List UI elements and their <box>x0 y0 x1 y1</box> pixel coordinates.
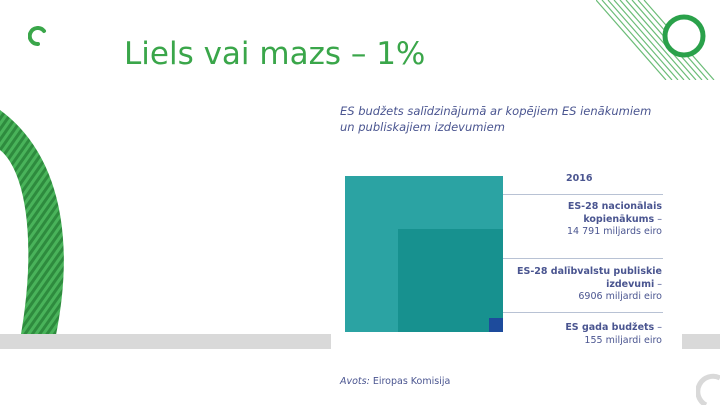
label-eu-budget-amount: 155 miljardi eiro <box>584 334 662 346</box>
slide-title: Liels vai mazs – 1% <box>124 36 426 72</box>
label-eu-budget-name-1: ES gada budžets <box>565 322 655 333</box>
bottom-right-arc-icon <box>696 373 720 405</box>
left-green-ring-decoration <box>0 110 64 340</box>
leader-line-national-income <box>503 258 663 259</box>
label-public-expenditure-dash: – <box>654 278 662 290</box>
label-national-income: ES-28 nacionālais kopienākums – 14 791 m… <box>567 201 662 239</box>
label-national-income-amount: 14 791 miljards eiro <box>567 226 662 237</box>
label-eu-budget: ES gada budžets – 155 miljardi eiro <box>565 322 662 347</box>
leader-line-eu-budget <box>503 312 663 313</box>
source-label: Avots: <box>340 376 370 387</box>
source-note: Avots: Eiropas Komisija <box>340 376 450 387</box>
label-national-income-dash: – <box>654 213 662 225</box>
leader-line-year <box>503 194 663 195</box>
figure-heading: ES budžets salīdzinājumā ar kopējiem ES … <box>340 103 680 135</box>
label-eu-budget-dash: – <box>654 322 662 333</box>
figure-heading-line-1: ES budžets salīdzinājumā ar kopējiem ES … <box>340 104 652 118</box>
label-public-expenditure-amount: 6906 miljardi eiro <box>578 291 662 302</box>
green-ring-icon <box>662 14 706 58</box>
label-public-expenditure: ES-28 dalībvalstu publiskie izdevumi – 6… <box>517 266 662 304</box>
label-national-income-name-2: kopienākums <box>583 213 655 225</box>
small-arc-icon <box>28 26 46 46</box>
square-public-expenditure <box>398 229 503 332</box>
label-public-expenditure-name-2: izdevumi <box>606 278 655 290</box>
figure-heading-line-2: un publiskajiem izdevumiem <box>340 120 505 134</box>
square-eu-budget <box>489 318 503 332</box>
source-value: Eiropas Komisija <box>369 376 451 387</box>
label-national-income-name-1: ES-28 nacionālais <box>567 201 662 212</box>
year-label: 2016 <box>566 173 593 184</box>
label-public-expenditure-name-1: ES-28 dalībvalstu publiskie <box>516 266 662 277</box>
